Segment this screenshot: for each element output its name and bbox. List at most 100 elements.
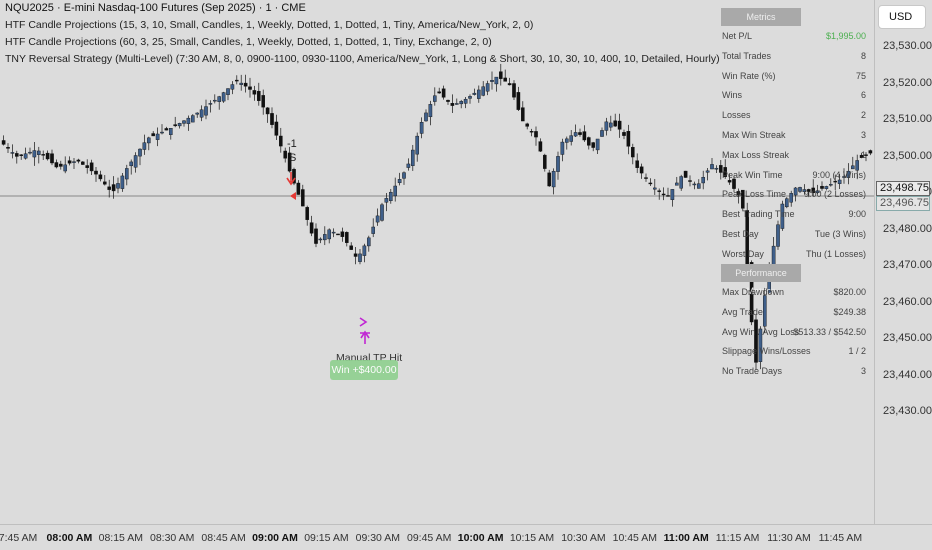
time-label: 10:45 AM (612, 532, 657, 544)
candle-body (793, 187, 798, 196)
candle-body (76, 159, 81, 162)
candle-body (287, 152, 292, 172)
candle-body (160, 131, 164, 134)
candle-body (741, 189, 745, 209)
time-axis[interactable]: 7:45 AM 08:00 AM 08:15 AM 08:30 AM 08:45 AM 0… (0, 524, 932, 550)
time-label: 11:15 AM (715, 532, 760, 544)
candle-body (190, 115, 195, 123)
candle-body (336, 233, 340, 236)
candle-body (270, 113, 274, 125)
candle-body (314, 228, 318, 244)
metric-label: Net P/L (722, 31, 753, 41)
metric-row: Best Trading Time 9:00 (716, 206, 872, 226)
candle-body (666, 195, 670, 197)
candle-body (595, 138, 600, 151)
currency-button[interactable]: USD (878, 5, 926, 29)
metric-row: Win Rate (%) 75 (716, 68, 872, 88)
candle-body (393, 185, 398, 197)
candle-body (521, 107, 525, 122)
candlestick-chart[interactable] (0, 0, 874, 524)
candle-body (309, 222, 314, 234)
candle-body (670, 189, 675, 200)
tp-up-arrow-icon (360, 330, 370, 344)
metrics-title: Metrics (721, 8, 801, 26)
candle-body (261, 95, 266, 108)
candle-body (397, 179, 402, 184)
candle-body (648, 182, 653, 185)
performance-metrics-title: Performance Metrics (721, 264, 801, 296)
candle-body (587, 137, 591, 146)
metric-row: Worst Day Thu (1 Losses) (716, 246, 872, 266)
candle-body (28, 151, 32, 154)
time-label: 11:00 AM (663, 532, 709, 544)
indicator-htf-15[interactable]: HTF Candle Projections (15, 3, 10, Small… (5, 19, 534, 31)
candle-body (107, 186, 111, 190)
time-label: 10:15 AM (509, 532, 555, 544)
metric-label: Losses (722, 110, 751, 121)
candle-body (124, 168, 129, 180)
candle-body (512, 83, 516, 98)
candle-body (789, 193, 793, 203)
candle-body (111, 184, 116, 192)
metric-value: 9:00 (848, 209, 866, 220)
candle-body (217, 96, 222, 102)
candle-body (631, 147, 635, 158)
indicator-tny-strategy[interactable]: TNY Reversal Strategy (Multi-Level) (7:3… (5, 53, 720, 65)
candle-body (494, 76, 499, 85)
candle-body (688, 180, 692, 182)
candle-body (851, 165, 855, 170)
secondary-price-tag: 23,496.75 (876, 196, 930, 211)
candle-body (565, 138, 569, 143)
candle-body (507, 83, 512, 86)
candle-body (80, 161, 85, 165)
candle-body (780, 203, 785, 229)
candle-body (477, 89, 481, 99)
symbol-title[interactable]: NQU2025 · E-mini Nasdaq-100 Futures (Sep… (5, 2, 306, 14)
candle-body (600, 130, 604, 137)
time-label: 08:00 AM (46, 532, 93, 544)
candle-body (450, 103, 455, 106)
metric-value: 1 (860, 149, 866, 160)
candle-body (41, 154, 45, 156)
time-label: 09:45 AM (407, 532, 452, 544)
price-label: 23,510.00 (883, 113, 932, 125)
price-axis[interactable]: 23,530.00 23,520.00 23,510.00 23,500.00 23,4… (874, 0, 932, 524)
chart-area[interactable]: NQU2025 · E-mini Nasdaq-100 Futures (Sep… (0, 0, 874, 524)
candle-body (142, 142, 147, 150)
candle-body (177, 123, 182, 127)
candle-body (639, 166, 644, 174)
time-label: 08:15 AM (98, 532, 143, 544)
candle-body (415, 135, 420, 155)
candle-body (164, 128, 169, 131)
candle-body (371, 226, 376, 234)
metric-row: Net P/L $1,995.00 (716, 28, 872, 48)
price-label: 23,520.00 (883, 76, 932, 89)
metric-value: $513.33 / $542.50 (793, 326, 866, 337)
candle-body (534, 131, 538, 138)
metric-row: Wins 6 (716, 87, 872, 107)
candle-body (485, 83, 490, 92)
current-price-tag: 23,498.75 (876, 181, 930, 196)
metric-row: Max Loss Streak 1 (716, 147, 872, 167)
candle-body (402, 172, 406, 179)
metric-value: 6 (860, 90, 866, 101)
candle-body (719, 165, 723, 173)
candle-body (230, 84, 235, 90)
indicator-htf-60[interactable]: HTF Candle Projections (60, 3, 25, Small… (5, 36, 492, 48)
time-label: 10:30 AM (561, 532, 606, 544)
metric-value: 8 (860, 50, 866, 61)
candle-body (292, 168, 296, 184)
time-label: 7:45 AM (0, 532, 38, 544)
candle-body (697, 183, 701, 189)
candle-body (120, 175, 125, 189)
candle-body (582, 131, 587, 141)
candle-body (208, 103, 213, 105)
metric-value: 9:00 (4 Wins) (812, 169, 866, 180)
metric-value: 1 / 2 (848, 346, 866, 357)
candle-body (94, 170, 98, 175)
candle-body (10, 152, 15, 154)
candle-body (305, 207, 310, 220)
candle-body (437, 91, 442, 94)
candle-body (358, 253, 362, 262)
metric-row: Peak Loss Time 9:00 (2 Losses) (716, 186, 872, 206)
